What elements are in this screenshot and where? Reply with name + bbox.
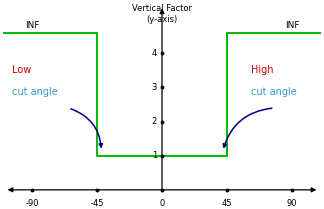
Text: cut angle: cut angle	[251, 87, 297, 97]
Text: INF: INF	[25, 22, 39, 31]
Text: INF: INF	[285, 22, 299, 31]
Text: 90: 90	[287, 199, 297, 208]
Text: 3: 3	[152, 83, 157, 92]
Text: -45: -45	[90, 199, 104, 208]
Text: High: High	[251, 65, 274, 75]
Text: Low: Low	[12, 65, 31, 75]
Text: 4: 4	[152, 49, 157, 58]
Text: 2: 2	[152, 117, 157, 126]
Text: 0: 0	[159, 199, 165, 208]
Text: 1: 1	[152, 151, 157, 160]
Text: cut angle: cut angle	[12, 87, 58, 97]
Text: Vertical Factor
(y-axis): Vertical Factor (y-axis)	[132, 4, 192, 24]
Text: 45: 45	[222, 199, 232, 208]
Text: -90: -90	[25, 199, 39, 208]
